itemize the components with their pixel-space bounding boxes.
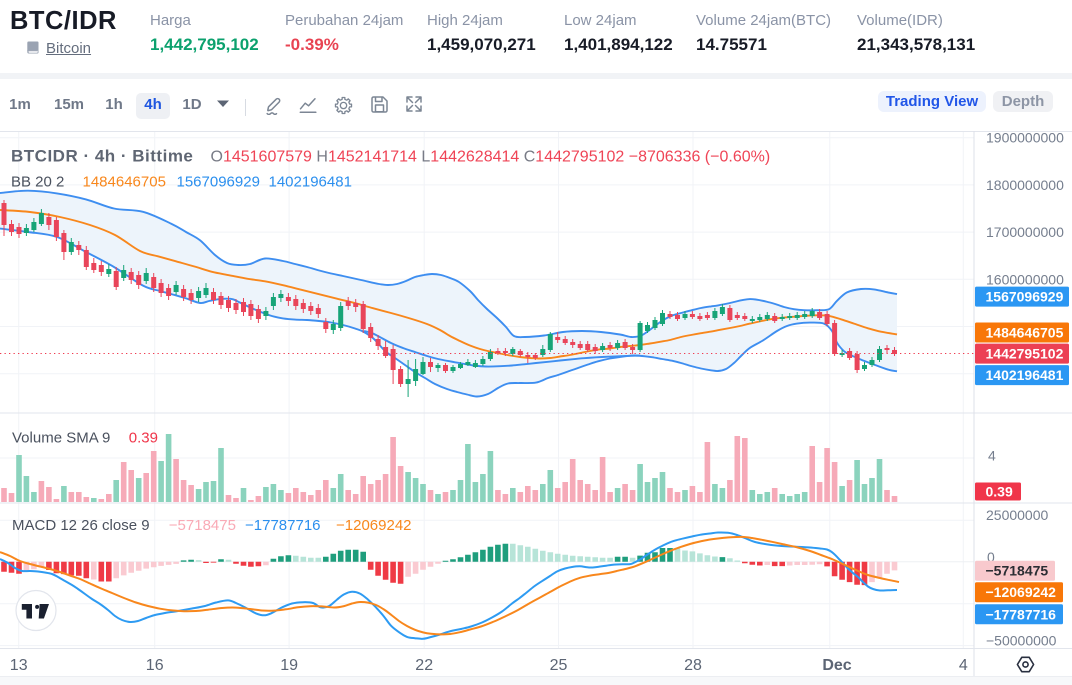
svg-text:19: 19 xyxy=(280,657,298,674)
svg-text:1600000000: 1600000000 xyxy=(986,271,1064,287)
svg-text:25: 25 xyxy=(550,657,568,674)
svg-text:1800000000: 1800000000 xyxy=(986,177,1064,193)
svg-text:0: 0 xyxy=(987,549,995,565)
svg-text:1484646705: 1484646705 xyxy=(986,325,1064,341)
svg-text:1442795102: 1442795102 xyxy=(986,346,1064,362)
svg-text:−17787716: −17787716 xyxy=(986,606,1057,622)
svg-text:25000000: 25000000 xyxy=(986,507,1049,523)
svg-text:−50000000: −50000000 xyxy=(986,633,1057,649)
svg-text:−5718475: −5718475 xyxy=(986,563,1049,579)
svg-text:28: 28 xyxy=(684,657,702,674)
svg-text:16: 16 xyxy=(146,657,164,674)
svg-text:1567096929: 1567096929 xyxy=(986,289,1064,305)
svg-text:1900000000: 1900000000 xyxy=(986,131,1064,146)
svg-text:MACD 12 26 close 9−5718475−177: MACD 12 26 close 9 −5718475 −17787716 −1206… xyxy=(12,517,412,534)
svg-text:O1451607579 H1452141714 L14426: O1451607579 H1452141714 L1442628414 C144… xyxy=(211,149,771,166)
svg-text:Dec: Dec xyxy=(822,657,851,674)
svg-text:BTCIDR · 4h · Bittime: BTCIDR · 4h · Bittime xyxy=(11,147,193,166)
svg-text:Volume SMA 90.39: Volume SMA 9 0.39 xyxy=(12,430,158,447)
svg-text:−12069242: −12069242 xyxy=(986,584,1057,600)
svg-text:1402196481: 1402196481 xyxy=(986,367,1064,383)
svg-text:1700000000: 1700000000 xyxy=(986,224,1064,240)
svg-text:0.39: 0.39 xyxy=(986,484,1013,500)
svg-text:22: 22 xyxy=(415,657,433,674)
svg-text:4: 4 xyxy=(988,447,996,463)
svg-text:13: 13 xyxy=(10,657,28,674)
svg-text:4: 4 xyxy=(959,657,968,674)
